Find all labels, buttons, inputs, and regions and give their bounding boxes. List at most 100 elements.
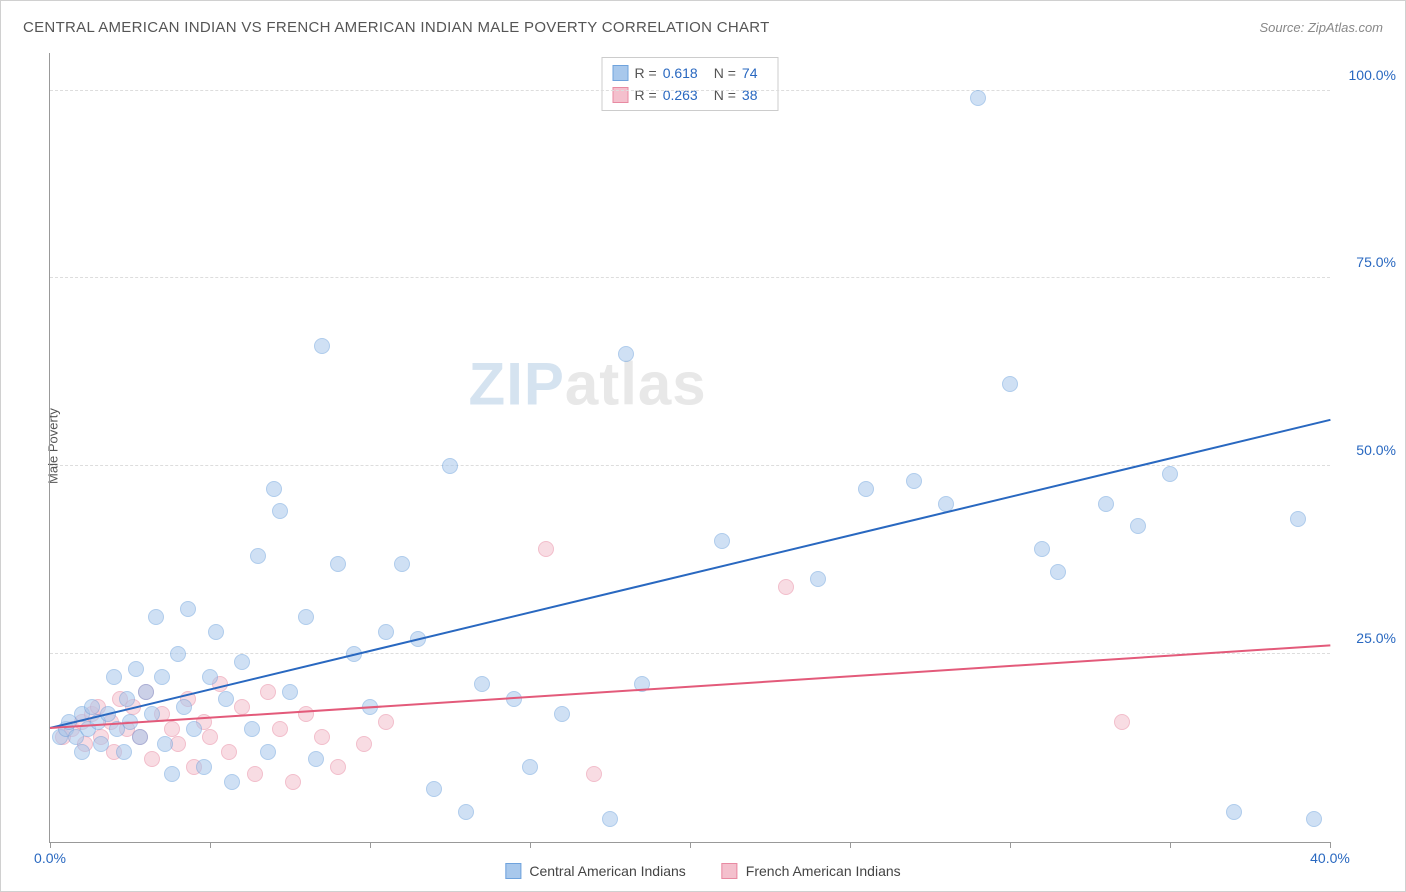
source-attribution: Source: ZipAtlas.com — [1259, 20, 1383, 35]
series-legend: Central American Indians French American … — [505, 863, 900, 879]
scatter-point — [314, 729, 330, 745]
scatter-point — [442, 458, 458, 474]
scatter-point — [330, 759, 346, 775]
scatter-point — [154, 669, 170, 685]
scatter-point — [1114, 714, 1130, 730]
x-tick-label: 0.0% — [34, 850, 66, 866]
gridline — [50, 277, 1330, 278]
x-tick — [50, 842, 51, 848]
scatter-point — [186, 721, 202, 737]
scatter-point — [218, 691, 234, 707]
scatter-point — [128, 661, 144, 677]
watermark: ZIPatlas — [469, 350, 707, 419]
stats-legend: R =0.618N =74R =0.263N =38 — [602, 57, 779, 111]
stat-n-value: 74 — [742, 65, 758, 81]
scatter-point — [314, 338, 330, 354]
scatter-point — [266, 481, 282, 497]
scatter-point — [93, 736, 109, 752]
legend-label: Central American Indians — [529, 863, 685, 879]
scatter-point — [522, 759, 538, 775]
y-tick-label: 100.0% — [1349, 67, 1396, 83]
scatter-point — [458, 804, 474, 820]
scatter-point — [170, 646, 186, 662]
legend-label: French American Indians — [746, 863, 901, 879]
scatter-point — [378, 624, 394, 640]
y-tick-label: 75.0% — [1356, 254, 1396, 270]
legend-swatch — [613, 65, 629, 81]
y-tick-label: 25.0% — [1356, 630, 1396, 646]
scatter-point — [298, 609, 314, 625]
scatter-point — [858, 481, 874, 497]
scatter-point — [1306, 811, 1322, 827]
scatter-point — [1050, 564, 1066, 580]
scatter-point — [138, 684, 154, 700]
scatter-point — [164, 766, 180, 782]
scatter-point — [618, 346, 634, 362]
stats-legend-row: R =0.618N =74 — [613, 62, 768, 84]
chart-title: CENTRAL AMERICAN INDIAN VS FRENCH AMERIC… — [23, 19, 770, 36]
x-tick — [370, 842, 371, 848]
x-tick-label: 40.0% — [1310, 850, 1350, 866]
scatter-point — [74, 744, 90, 760]
scatter-point — [221, 744, 237, 760]
scatter-point — [119, 691, 135, 707]
scatter-point — [906, 473, 922, 489]
x-tick — [1330, 842, 1331, 848]
scatter-point — [202, 669, 218, 685]
scatter-point — [394, 556, 410, 572]
scatter-point — [1002, 376, 1018, 392]
scatter-point — [474, 676, 490, 692]
x-tick — [850, 842, 851, 848]
scatter-point — [378, 714, 394, 730]
scatter-point — [250, 548, 266, 564]
scatter-point — [356, 736, 372, 752]
scatter-point — [260, 744, 276, 760]
scatter-point — [1130, 518, 1146, 534]
title-row: CENTRAL AMERICAN INDIAN VS FRENCH AMERIC… — [23, 19, 1383, 36]
scatter-point — [208, 624, 224, 640]
scatter-point — [1162, 466, 1178, 482]
scatter-point — [298, 706, 314, 722]
scatter-point — [554, 706, 570, 722]
scatter-point — [330, 556, 346, 572]
scatter-point — [224, 774, 240, 790]
chart-container: CENTRAL AMERICAN INDIAN VS FRENCH AMERIC… — [0, 0, 1406, 892]
scatter-point — [272, 721, 288, 737]
scatter-point — [148, 609, 164, 625]
scatter-point — [234, 654, 250, 670]
legend-swatch — [722, 863, 738, 879]
stat-r-label: R = — [635, 65, 657, 81]
scatter-point — [234, 699, 250, 715]
x-tick — [1170, 842, 1171, 848]
x-tick — [1010, 842, 1011, 848]
watermark-suffix: atlas — [565, 351, 707, 418]
scatter-point — [285, 774, 301, 790]
x-tick — [210, 842, 211, 848]
scatter-point — [116, 744, 132, 760]
scatter-point — [714, 533, 730, 549]
scatter-point — [157, 736, 173, 752]
scatter-point — [106, 669, 122, 685]
scatter-point — [1290, 511, 1306, 527]
scatter-point — [810, 571, 826, 587]
scatter-point — [586, 766, 602, 782]
plot-area: ZIPatlas R =0.618N =74R =0.263N =38 25.0… — [49, 53, 1330, 843]
y-tick-label: 50.0% — [1356, 442, 1396, 458]
watermark-prefix: ZIP — [469, 351, 565, 418]
scatter-point — [308, 751, 324, 767]
scatter-point — [176, 699, 192, 715]
scatter-point — [426, 781, 442, 797]
x-tick — [530, 842, 531, 848]
scatter-point — [180, 601, 196, 617]
stats-legend-row: R =0.263N =38 — [613, 84, 768, 106]
scatter-point — [144, 751, 160, 767]
legend-swatch — [505, 863, 521, 879]
scatter-point — [970, 90, 986, 106]
scatter-point — [260, 684, 276, 700]
scatter-point — [538, 541, 554, 557]
scatter-point — [1034, 541, 1050, 557]
legend-item: Central American Indians — [505, 863, 685, 879]
scatter-point — [196, 759, 212, 775]
scatter-point — [1098, 496, 1114, 512]
scatter-point — [272, 503, 288, 519]
